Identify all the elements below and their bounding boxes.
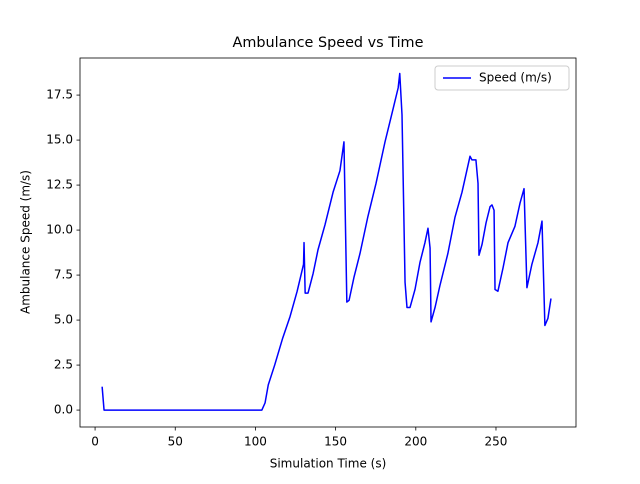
legend-label: Speed (m/s) xyxy=(479,71,552,85)
y-tick-label: 5.0 xyxy=(54,313,73,327)
x-tick-label: 50 xyxy=(168,435,183,449)
x-tick-label: 150 xyxy=(324,435,347,449)
y-axis-label: Ambulance Speed (m/s) xyxy=(19,170,33,314)
x-tick-label: 0 xyxy=(91,435,99,449)
y-tick-label: 12.5 xyxy=(46,178,73,192)
plot-frame xyxy=(79,57,577,428)
y-tick-label: 2.5 xyxy=(54,358,73,372)
data-line xyxy=(101,72,552,411)
chart-title: Ambulance Speed vs Time xyxy=(233,35,424,51)
x-tick-label: 100 xyxy=(244,435,267,449)
y-tick-label: 15.0 xyxy=(46,133,73,147)
y-tick-label: 7.5 xyxy=(54,268,73,282)
y-tick-label: 17.5 xyxy=(46,88,73,102)
x-axis-label: Simulation Time (s) xyxy=(270,457,387,471)
y-tick-label: 0.0 xyxy=(54,403,73,417)
x-tick-label: 250 xyxy=(485,435,508,449)
x-tick-label: 200 xyxy=(404,435,427,449)
y-tick-label: 10.0 xyxy=(46,223,73,237)
legend-box xyxy=(434,65,570,91)
